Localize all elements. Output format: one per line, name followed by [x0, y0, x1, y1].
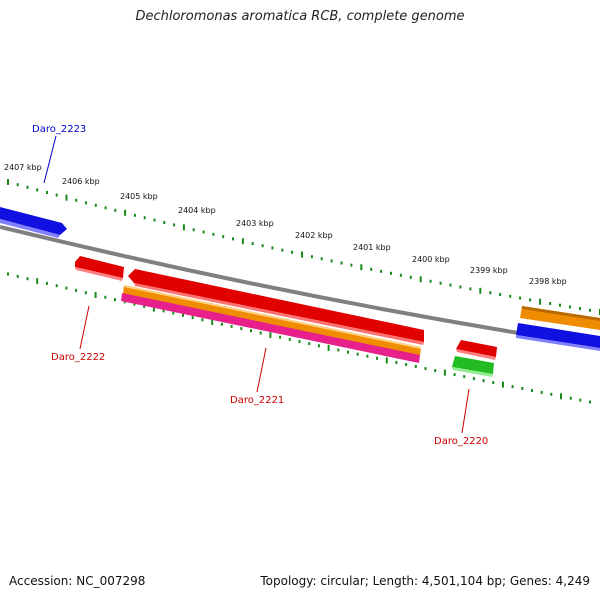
- tick-label: 2401 kbp: [353, 243, 391, 252]
- gene-daro-2223[interactable]: [0, 207, 67, 235]
- gene-daro-2220[interactable]: [452, 356, 494, 374]
- tick-label: 2398 kbp: [529, 277, 567, 286]
- tick-label: 2402 kbp: [295, 231, 333, 240]
- leader-line: [461, 388, 470, 434]
- genome-backbone: [0, 225, 600, 348]
- tick-label: 2407 kbp: [4, 163, 42, 172]
- gene-shadow: [516, 335, 600, 351]
- gene-shadow: [134, 283, 424, 345]
- gene-right-orange[interactable]: [520, 306, 600, 330]
- gene-right-blue[interactable]: [516, 323, 600, 348]
- leader-line: [79, 305, 90, 350]
- gene-daro-2222[interactable]: [75, 256, 124, 278]
- gene-label-daro-2222: Daro_2222: [51, 352, 105, 363]
- gene-daro-2221[interactable]: [128, 269, 424, 342]
- gene-shadow: [456, 349, 496, 360]
- tick-track-lower: [7, 272, 591, 404]
- tick-label: 2404 kbp: [178, 206, 216, 215]
- gene-label-daro-2223: Daro_2223: [32, 124, 86, 135]
- tick-track-upper: [7, 179, 600, 315]
- map-title: Dechloromonas aromatica RCB, complete ge…: [135, 9, 465, 24]
- gene-shadow: [75, 267, 123, 281]
- gene-label-daro-2221: Daro_2221: [230, 395, 284, 406]
- tick-label: 2405 kbp: [120, 192, 158, 201]
- gene-shadow: [0, 219, 60, 238]
- gene-shadow: [124, 285, 421, 349]
- gene-daro-2220-red[interactable]: [456, 340, 497, 357]
- gene-pink-band[interactable]: [121, 293, 420, 363]
- leader-line: [43, 135, 57, 184]
- tick-label: 2400 kbp: [412, 255, 450, 264]
- genome-stats-text: Topology: circular; Length: 4,501,104 bp…: [260, 574, 590, 588]
- gene-shadow: [452, 367, 493, 377]
- gene-label-daro-2220: Daro_2220: [434, 436, 488, 447]
- tick-label: 2403 kbp: [236, 219, 274, 228]
- tick-label: 2406 kbp: [62, 177, 100, 186]
- gene-shadow: [522, 306, 600, 321]
- tick-label: 2399 kbp: [470, 266, 508, 275]
- gene-orange-band[interactable]: [123, 285, 421, 356]
- leader-line: [256, 347, 267, 393]
- accession-text: Accession: NC_007298: [9, 574, 146, 588]
